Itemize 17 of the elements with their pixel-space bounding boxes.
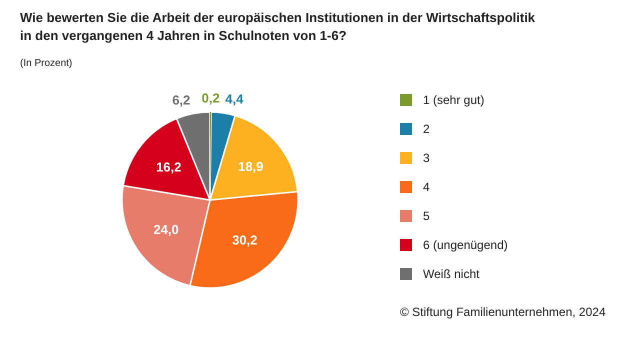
- text: © Stiftung Familienunternehmen, 2024: [400, 305, 606, 319]
- data-label: 6,2: [172, 92, 190, 108]
- legend-label: 6 (ungenügend): [423, 238, 508, 252]
- legend-label: 2: [423, 122, 430, 136]
- legend-label: 1 (sehr gut): [423, 93, 484, 108]
- data-label: 18,9: [238, 158, 264, 174]
- legend-label: 5: [423, 209, 430, 224]
- chart-subtitle: (In Prozent): [20, 58, 72, 69]
- data-label: 30,2: [232, 232, 258, 248]
- data-label: 24,0: [153, 222, 179, 237]
- legend-label: Weiß nicht: [423, 267, 480, 282]
- chart-title: Wie bewerten Sie die Arbeit der europäischen Institutionen in der Wirtschaftspolitik in den vergangenen 4 Jahren in Schulnoten von 1-6?: [20, 10, 536, 43]
- data-label: 16,2: [156, 160, 182, 175]
- legend-label: 4: [423, 180, 430, 194]
- legend-label: 3: [423, 151, 430, 166]
- data-label: 0,2: [202, 90, 220, 106]
- data-label: 4,4: [225, 92, 244, 107]
